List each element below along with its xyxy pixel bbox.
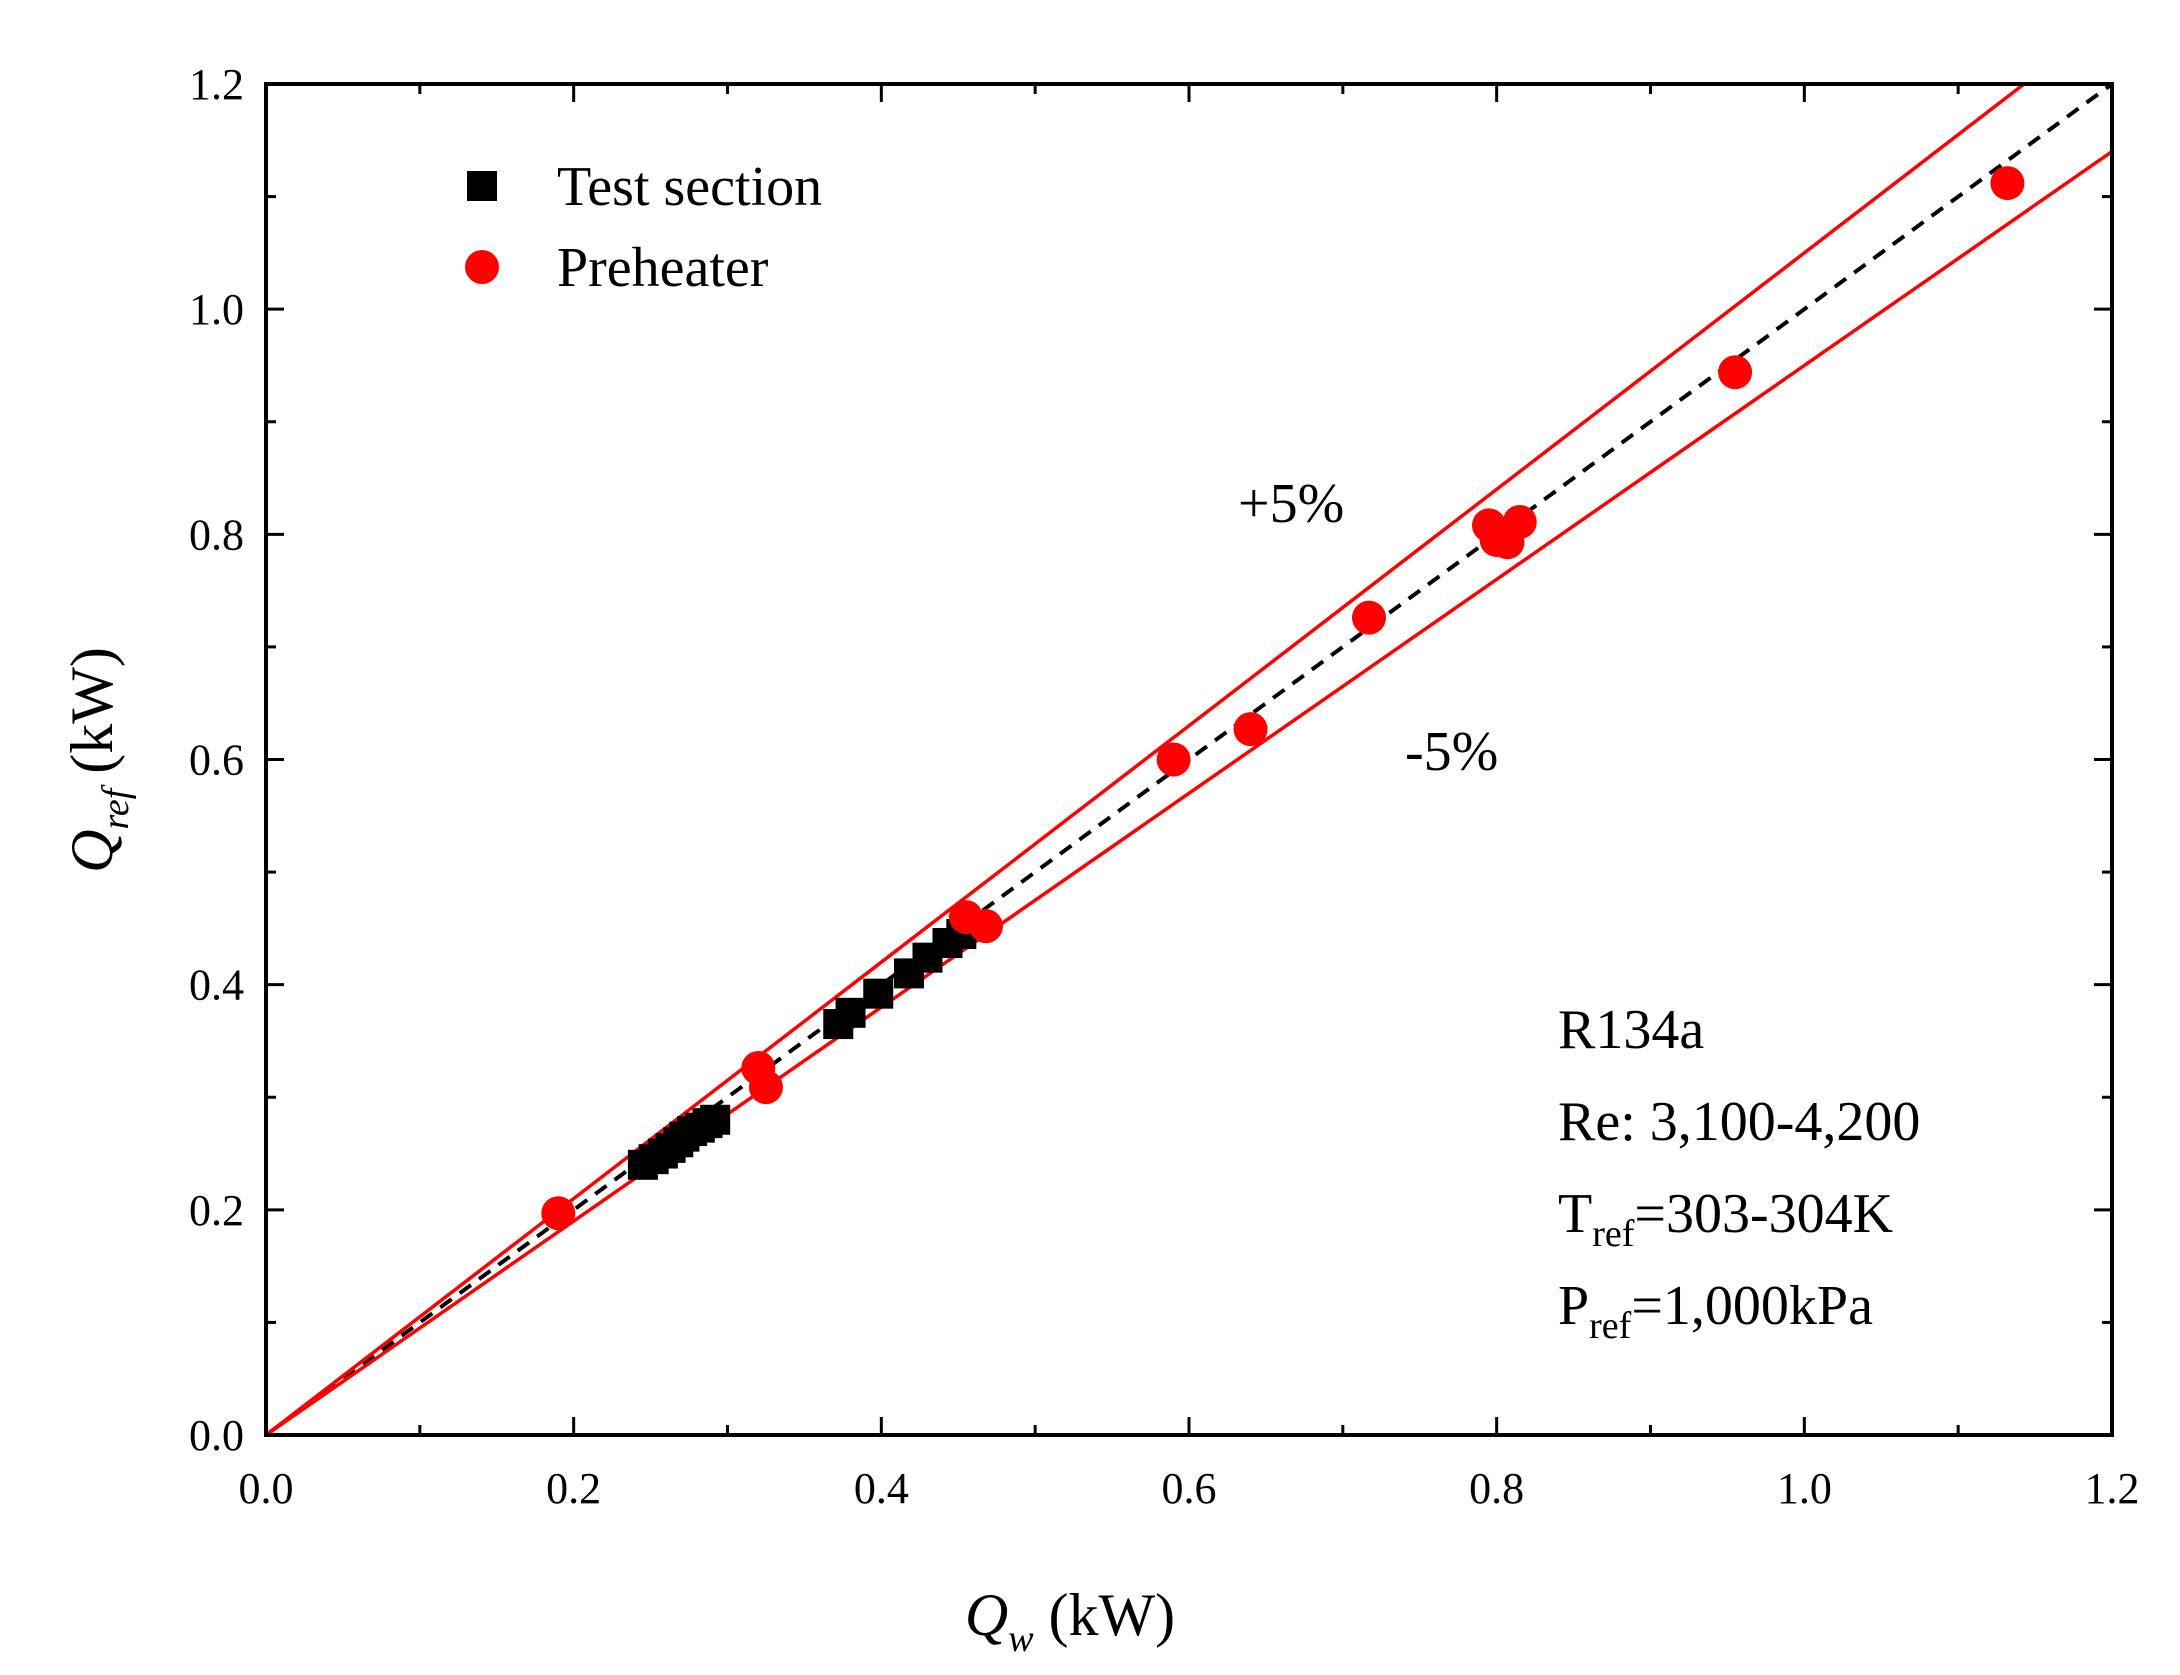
y-tick-label: 1.2 [189,60,244,109]
legend: Test section Preheater [465,156,822,299]
preheater-point-13 [1990,166,2025,201]
annotation-temperature-value: =303-304K [1634,1183,1893,1245]
annotation-pressure-base: P [1558,1275,1589,1337]
annotation-pressure: Pref=1,000kPa [1558,1275,1873,1347]
x-axis-ticks: 0.0 0.2 0.4 0.6 0.8 1.0 1.2 [239,84,2140,1513]
test-section-point-11 [835,997,866,1028]
y-axis-ticks: 0.0 0.2 0.4 0.6 0.8 1.0 1.2 [189,60,2112,1460]
preheater-point-7 [1351,600,1386,635]
annotation-fluid: R134a [1558,999,1704,1061]
test-section-point-12 [863,978,894,1009]
annotation-temperature-subscript: ref [1592,1213,1635,1255]
annotation-temperature-base: T [1558,1183,1592,1245]
reference-line-minus-5 [266,150,2112,1435]
legend-label-preheater: Preheater [557,237,769,299]
y-tick-label: 0.0 [189,1411,244,1460]
legend-marker-preheater [465,250,499,284]
test-section-point-9 [700,1104,731,1135]
preheater-point-6 [1233,712,1268,747]
y-axis-symbol: Q [59,830,125,873]
x-axis-unit: (kW) [1034,1582,1176,1648]
data-series [541,166,2025,1231]
preheater-point-11 [1502,504,1537,539]
reference-line-plus-5 [266,84,2027,1435]
reference-lines [266,84,2112,1435]
x-axis-title: Qw (kW) [965,1582,1175,1660]
plus-5-percent-label: +5% [1238,473,1344,535]
x-axis-subscript: w [1008,1618,1034,1660]
x-tick-label: 0.0 [239,1464,294,1513]
reference-line-parity [266,84,2112,1435]
x-axis-symbol: Q [965,1582,1008,1648]
preheater-point-0 [541,1196,576,1231]
y-tick-label: 0.8 [189,510,244,559]
x-tick-label: 0.4 [854,1464,909,1513]
annotation-reynolds: Re: 3,100-4,200 [1558,1091,1920,1153]
legend-label-test-section: Test section [557,156,822,218]
preheater-point-2 [748,1070,783,1105]
preheater-point-5 [1156,742,1191,777]
annotation-pressure-value: =1,000kPa [1631,1275,1873,1337]
x-tick-label: 0.8 [1469,1464,1524,1513]
legend-marker-test-section [467,171,497,201]
y-tick-label: 0.6 [189,736,244,785]
x-tick-label: 1.0 [1777,1464,1832,1513]
x-tick-label: 1.2 [2085,1464,2140,1513]
y-tick-label: 0.4 [189,961,244,1010]
x-tick-label: 0.2 [546,1464,601,1513]
y-axis-unit: (kW) [59,647,125,789]
preheater-point-12 [1718,355,1753,390]
y-axis-title: Qref (kW) [59,647,137,873]
preheater-point-4 [968,909,1003,944]
annotation-temperature: Tref=303-304K [1558,1183,1893,1255]
y-tick-label: 0.2 [189,1186,244,1235]
annotation-pressure-subscript: ref [1589,1305,1632,1347]
minus-5-percent-label: -5% [1405,721,1498,783]
y-axis-subscript: ref [95,784,137,829]
x-tick-label: 0.6 [1162,1464,1217,1513]
y-tick-label: 1.0 [189,285,244,334]
conditions-annotation: R134a Re: 3,100-4,200 Tref=303-304K Pref… [1558,999,1920,1347]
